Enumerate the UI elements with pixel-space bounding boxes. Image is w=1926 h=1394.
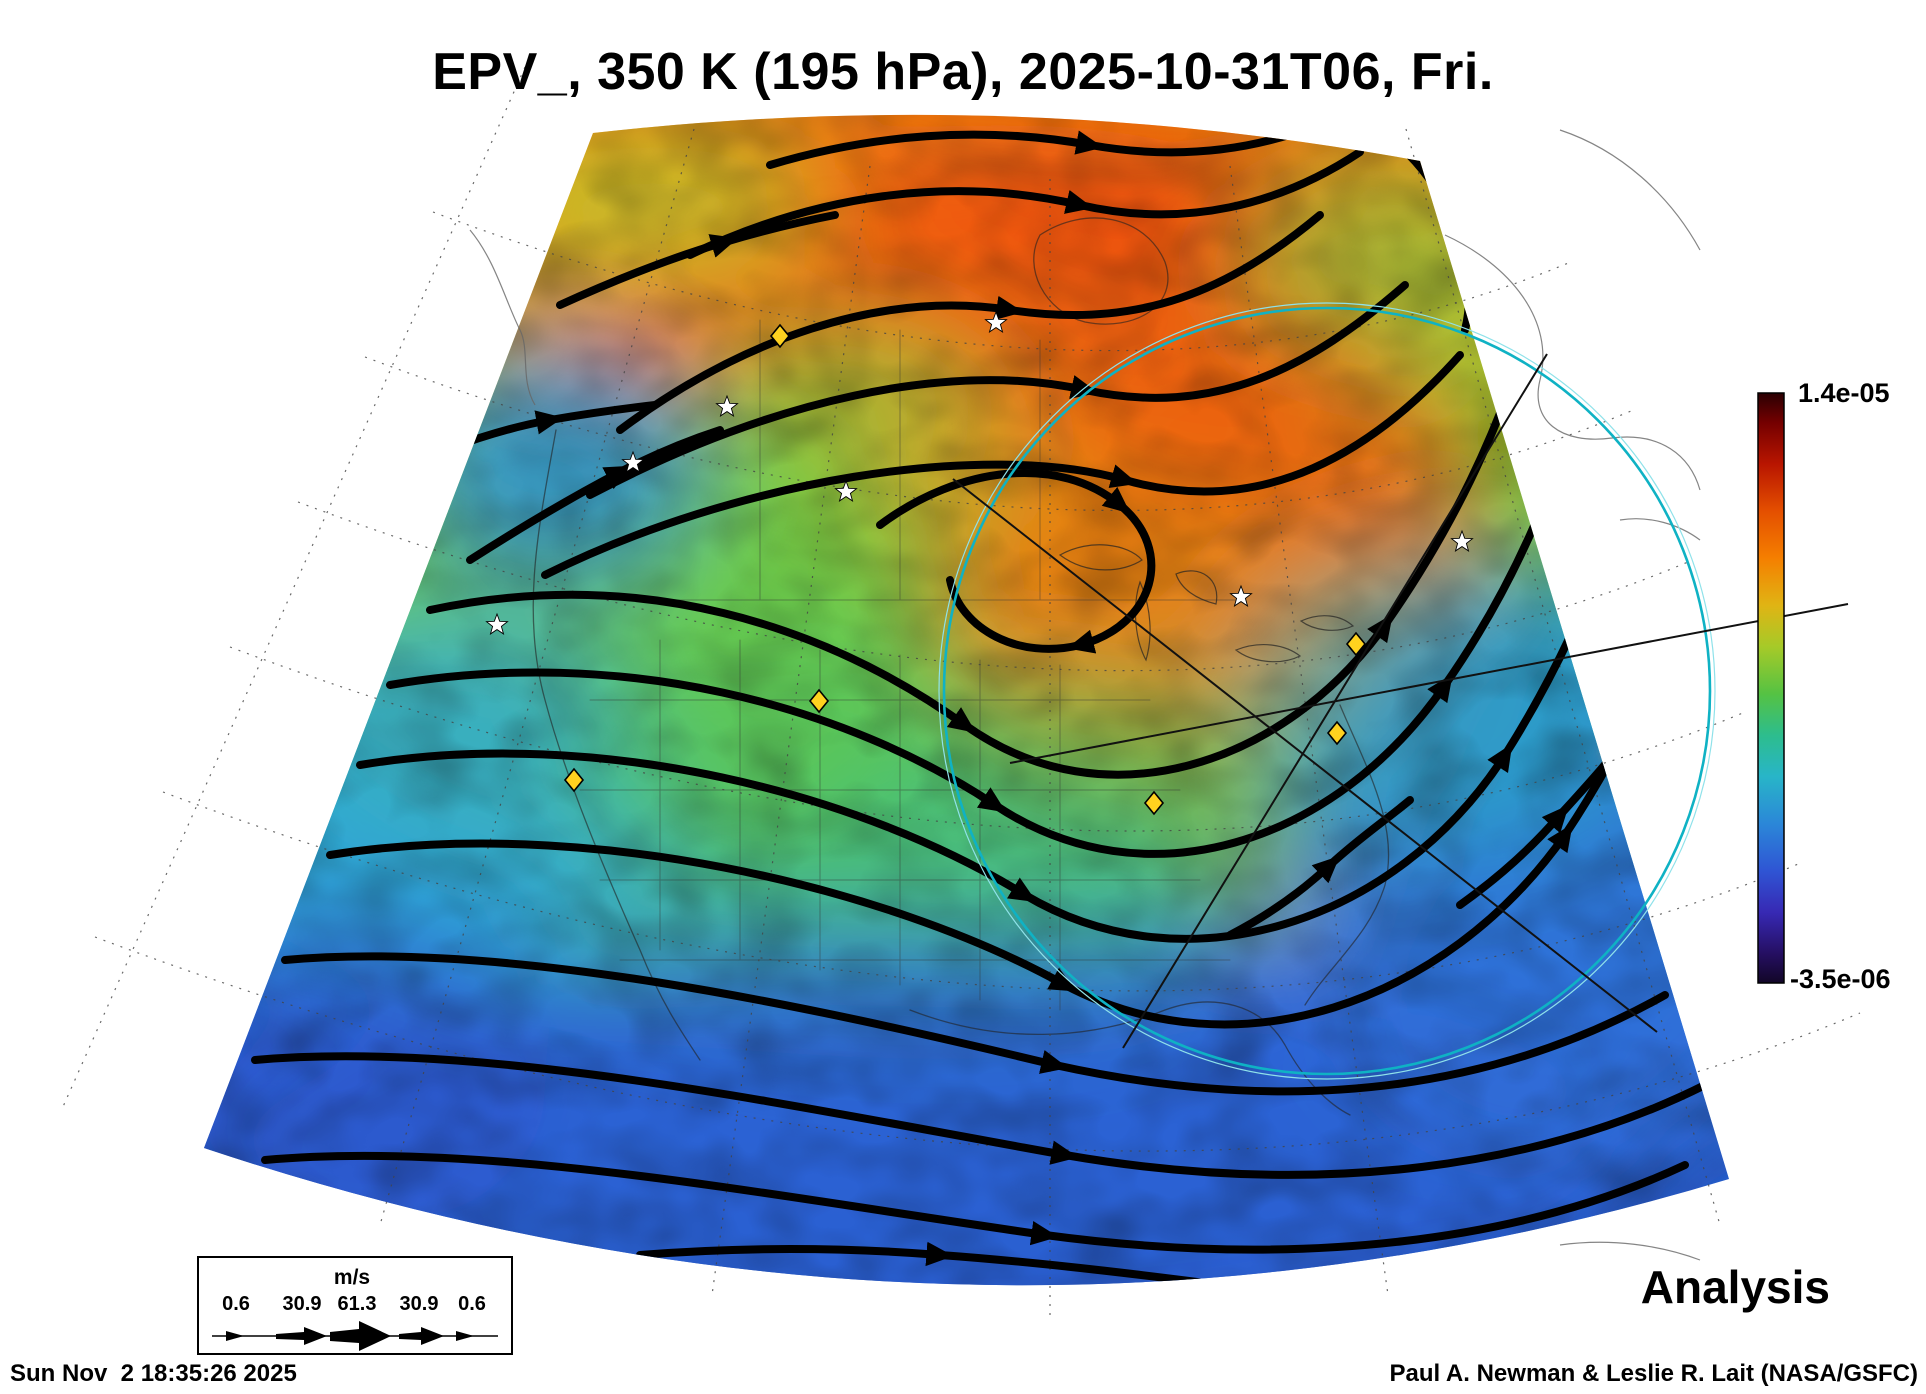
- field-noise-texture: [204, 114, 1729, 1286]
- streamline: [586, 281, 1409, 499]
- streamline: [876, 469, 1156, 654]
- wind-legend-unit: m/s: [334, 1266, 370, 1289]
- streamline: [636, 1241, 1264, 1286]
- colorbar-min-label: -3.5e-06: [1790, 964, 1891, 994]
- state-border-lines: [579, 319, 1241, 1011]
- overlay-layer: [938, 302, 1849, 1080]
- wind-legend-value: 0.6: [458, 1293, 486, 1315]
- timestamp-text: Sun Nov 2 18:35:26 2025: [10, 1360, 297, 1387]
- streamline: [556, 211, 839, 309]
- streamline: [466, 426, 724, 564]
- wind-legend-arrow-glyphs: [226, 1321, 474, 1351]
- field-spot: [1606, 743, 1634, 761]
- section-lines: [952, 353, 1849, 1049]
- colorbar-max-label: 1.4e-05: [1798, 378, 1890, 408]
- wind-legend-value: 61.3: [338, 1293, 377, 1315]
- streamline: [261, 1151, 1689, 1254]
- streamline: [766, 116, 1334, 169]
- range-circle: [942, 306, 1712, 1076]
- wind-legend-value: 0.6: [222, 1293, 250, 1315]
- streamline: [541, 351, 1464, 579]
- streamline: [251, 1052, 1709, 1179]
- wind-legend: m/s 0.6 30.9 61.3 30.9 0.6: [197, 1256, 513, 1355]
- streamline: [686, 148, 1364, 259]
- streamline: [281, 952, 1669, 1096]
- colorbar: [1757, 392, 1785, 984]
- epv-field-layer: [204, 114, 1729, 1286]
- outside-coastline: [469, 129, 1701, 1261]
- wind-legend-value: 30.9: [400, 1293, 439, 1315]
- analysis-label: Analysis: [1640, 1261, 1830, 1313]
- credit-text: Paul A. Newman & Leslie R. Lait (NASA/GS…: [1389, 1360, 1918, 1387]
- wind-legend-value: 30.9: [283, 1293, 322, 1315]
- colorbar-gradient: [1757, 392, 1785, 984]
- streamline: [616, 211, 1324, 434]
- plot-title: EPV_, 350 K (195 hPa), 2025-10-31T06, Fr…: [432, 43, 1494, 101]
- range-circle-outer: [938, 302, 1716, 1080]
